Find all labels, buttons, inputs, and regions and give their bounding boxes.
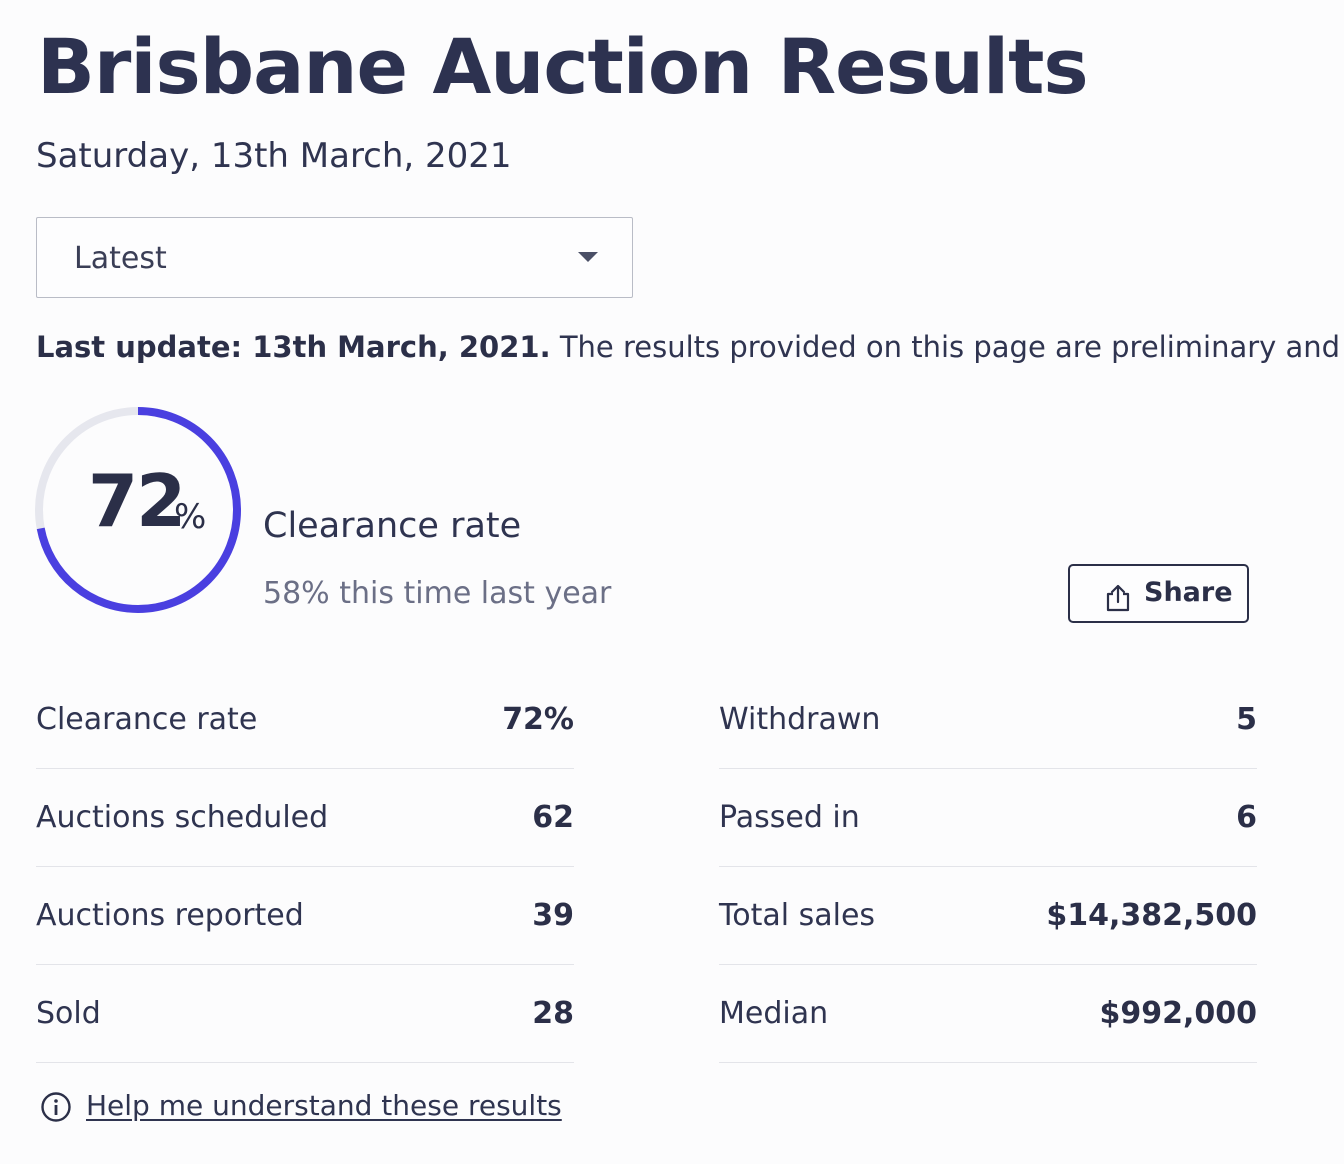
share-label: Share [1144,577,1233,608]
stat-value: 39 [532,898,574,933]
clearance-rate-last-year: 58% this time last year [263,576,612,611]
last-update-notice: Last update: 13th March, 2021. The resul… [36,330,1344,364]
last-update-label: Last update: 13th March, 2021. [36,330,551,364]
stat-value: 72% [502,702,574,737]
stats-right-column: Withdrawn 5 Passed in 6 Total sales $14,… [719,672,1257,1064]
stat-label: Auctions scheduled [36,800,329,835]
info-icon [41,1092,71,1122]
stat-label: Passed in [719,800,860,835]
stat-value: $992,000 [1099,996,1257,1031]
stat-value: $14,382,500 [1046,898,1257,933]
clearance-rate-ring [35,407,241,613]
ring-progress [35,407,241,613]
stats-left-column: Clearance rate 72% Auctions scheduled 62… [36,672,574,1064]
stat-row-auctions-scheduled: Auctions scheduled 62 [36,770,574,867]
results-period-select[interactable]: Latest [36,217,633,298]
stat-row-sold: Sold 28 [36,966,574,1063]
share-button[interactable]: Share [1068,564,1249,623]
chevron-down-icon [578,252,598,262]
stat-label: Auctions reported [36,898,304,933]
stat-row-clearance-rate: Clearance rate 72% [36,672,574,769]
stat-label: Sold [36,996,101,1031]
stat-row-passed-in: Passed in 6 [719,770,1257,867]
share-icon [1106,584,1130,612]
stat-row-withdrawn: Withdrawn 5 [719,672,1257,769]
clearance-rate-unit: % [174,497,207,537]
stat-label: Total sales [719,898,876,933]
select-value: Latest [74,241,167,276]
stat-label: Median [719,996,829,1031]
stat-label: Withdrawn [719,702,881,737]
clearance-rate-label: Clearance rate [263,506,522,546]
help-understand-link[interactable]: Help me understand these results [86,1089,562,1122]
auction-date: Saturday, 13th March, 2021 [36,136,512,176]
clearance-rate-number: 72 [88,459,186,543]
page-title: Brisbane Auction Results [37,22,1089,111]
stat-value: 5 [1236,702,1257,737]
stat-row-auctions-reported: Auctions reported 39 [36,868,574,965]
last-update-text: The results provided on this page are pr… [559,330,1344,364]
stat-label: Clearance rate [36,702,258,737]
stat-row-median: Median $992,000 [719,966,1257,1063]
stat-value: 6 [1236,800,1257,835]
stat-value: 62 [532,800,574,835]
stat-value: 28 [532,996,574,1031]
stat-row-total-sales: Total sales $14,382,500 [719,868,1257,965]
